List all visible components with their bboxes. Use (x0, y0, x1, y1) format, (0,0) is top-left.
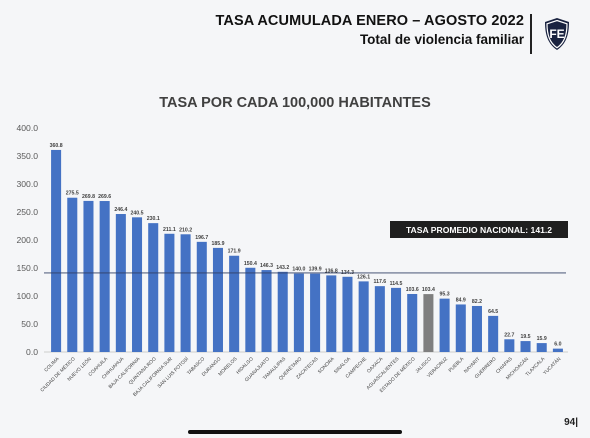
bar (310, 273, 321, 352)
bar-value-label: 103.4 (422, 287, 435, 293)
bar (326, 275, 337, 352)
home-indicator (188, 430, 402, 434)
bar (277, 271, 288, 352)
bar (148, 223, 159, 352)
bar (212, 247, 223, 352)
y-tick-label: 250.0 (16, 207, 38, 217)
bar-value-label: 275.5 (66, 191, 79, 197)
bar-value-label: 269.6 (98, 194, 111, 200)
bar-value-label: 240.5 (131, 210, 144, 216)
bar (552, 348, 563, 352)
average-box-background (390, 221, 568, 238)
bar-value-label: 171.9 (228, 249, 241, 255)
bar (423, 294, 434, 352)
bar (115, 214, 126, 352)
bar (51, 149, 62, 352)
y-tick-label: 100.0 (16, 291, 38, 301)
bar-value-label: 139.9 (309, 267, 322, 273)
y-tick-label: 350.0 (16, 151, 38, 161)
bar-value-label: 126.1 (357, 274, 370, 280)
bar-value-label: 146.3 (260, 263, 273, 269)
bar (99, 201, 110, 352)
bar-value-label: 140.0 (292, 267, 305, 273)
bar-value-label: 82.2 (472, 299, 482, 305)
y-tick-label: 300.0 (16, 179, 38, 189)
bar-value-label: 230.1 (147, 216, 160, 222)
bar-value-label: 64.5 (488, 309, 498, 315)
bar-value-label: 114.5 (390, 281, 403, 287)
bar-series (51, 149, 563, 352)
page-number: 94| (564, 417, 578, 428)
bar-value-label: 84.9 (456, 297, 466, 303)
bar (293, 273, 304, 352)
y-tick-label: 400.0 (16, 123, 38, 133)
header-title-block: TASA ACUMULADA ENERO – AGOSTO 2022 Total… (216, 13, 524, 47)
bar-value-label: 136.8 (325, 268, 338, 274)
average-label: TASA PROMEDIO NACIONAL: 141.2 (406, 225, 552, 235)
bar (132, 217, 143, 352)
bar (67, 197, 78, 352)
bar-value-label: 95.3 (440, 292, 450, 298)
bar (164, 233, 175, 352)
bar-value-label: 103.6 (406, 287, 419, 293)
bar (196, 241, 207, 352)
bar-value-label: 360.8 (50, 143, 63, 149)
average-label-box: TASA PROMEDIO NACIONAL: 141.2 (390, 221, 568, 238)
bar-value-label: 22.7 (504, 332, 514, 338)
bar (455, 304, 466, 352)
bar (180, 234, 191, 352)
bar (488, 315, 499, 352)
bar-value-label: 6.0 (554, 342, 561, 348)
fiscalia-badge-logo: FE (545, 18, 569, 50)
bar (536, 343, 547, 352)
bar (407, 293, 418, 352)
bar (504, 339, 515, 352)
bar (358, 281, 369, 352)
bar-value-label: 143.2 (276, 265, 289, 271)
bar (391, 287, 402, 352)
bar-value-label: 150.4 (244, 261, 257, 267)
y-tick-label: 150.0 (16, 263, 38, 273)
y-axis-ticks: 0.0 50.0 100.0 150.0 200.0 250.0 300.0 350.0 400… (16, 123, 38, 357)
page-title: TASA ACUMULADA ENERO – AGOSTO 2022 (215, 13, 524, 29)
y-tick-label: 200.0 (16, 235, 38, 245)
bar-value-label: 211.1 (163, 227, 176, 233)
chart-title: TASA POR CADA 100,000 HABITANTES (159, 95, 431, 111)
x-category-label: QUINTANA ROO (128, 356, 158, 386)
header-divider (530, 14, 532, 54)
bar-value-label: 15.9 (537, 336, 547, 342)
bar-value-label: 210.2 (179, 227, 192, 233)
logo-text: FE (549, 27, 564, 41)
page-subtitle: Total de violencia familiar (359, 32, 524, 47)
bar (520, 341, 531, 352)
x-category-label: YUCATÁN (541, 355, 562, 376)
bar (229, 255, 240, 352)
bar (261, 270, 272, 352)
bar-value-label: 185.9 (211, 241, 224, 247)
y-tick-label: 0.0 (26, 347, 38, 357)
bar (471, 305, 482, 352)
bar (342, 276, 353, 352)
bar (245, 267, 256, 352)
bar (439, 298, 450, 352)
bar (374, 286, 385, 352)
bar (83, 200, 94, 352)
y-tick-label: 50.0 (21, 319, 38, 329)
bar-value-label: 117.6 (373, 279, 386, 285)
bar-value-label: 246.4 (114, 207, 127, 213)
bar-value-label: 19.5 (520, 334, 530, 340)
bar-value-label: 196.7 (195, 235, 208, 241)
bar-value-label: 269.8 (82, 194, 95, 200)
